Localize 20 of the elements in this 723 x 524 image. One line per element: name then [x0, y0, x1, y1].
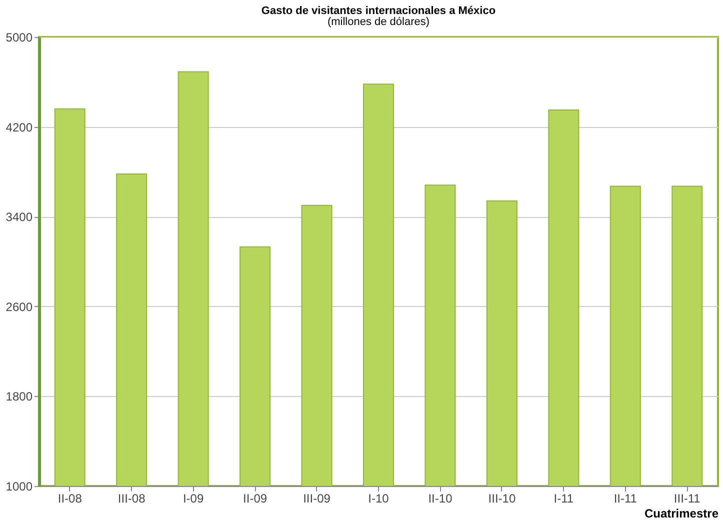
y-tick-label: 2600 [6, 300, 33, 314]
y-tick-label: 1000 [6, 480, 33, 494]
y-tick-label: 5000 [6, 30, 33, 44]
y-tick-label: 1800 [6, 390, 33, 404]
chart-subtitle: (millones de dólares) [327, 16, 430, 28]
x-tick-label: I-11 [554, 492, 574, 506]
y-tick-label: 3400 [6, 210, 33, 224]
x-axis-title: Cuatrimestre [644, 506, 719, 520]
x-tick-label: III-08 [118, 492, 146, 506]
x-tick-label: III-10 [488, 492, 516, 506]
x-tick-label: I-10 [368, 492, 390, 506]
x-tick-label: II-08 [58, 492, 82, 506]
x-tick-label: III-11 [674, 492, 701, 506]
x-tick-label: II-11 [614, 492, 638, 506]
y-tick-label: 4200 [6, 120, 33, 134]
x-tick-label: II-09 [243, 492, 268, 506]
x-tick-label: I-09 [182, 492, 204, 506]
chart-title: Gasto de visitantes internacionales a México [261, 5, 496, 17]
x-tick-label: II-10 [428, 492, 453, 506]
x-tick-label: III-09 [303, 492, 331, 506]
